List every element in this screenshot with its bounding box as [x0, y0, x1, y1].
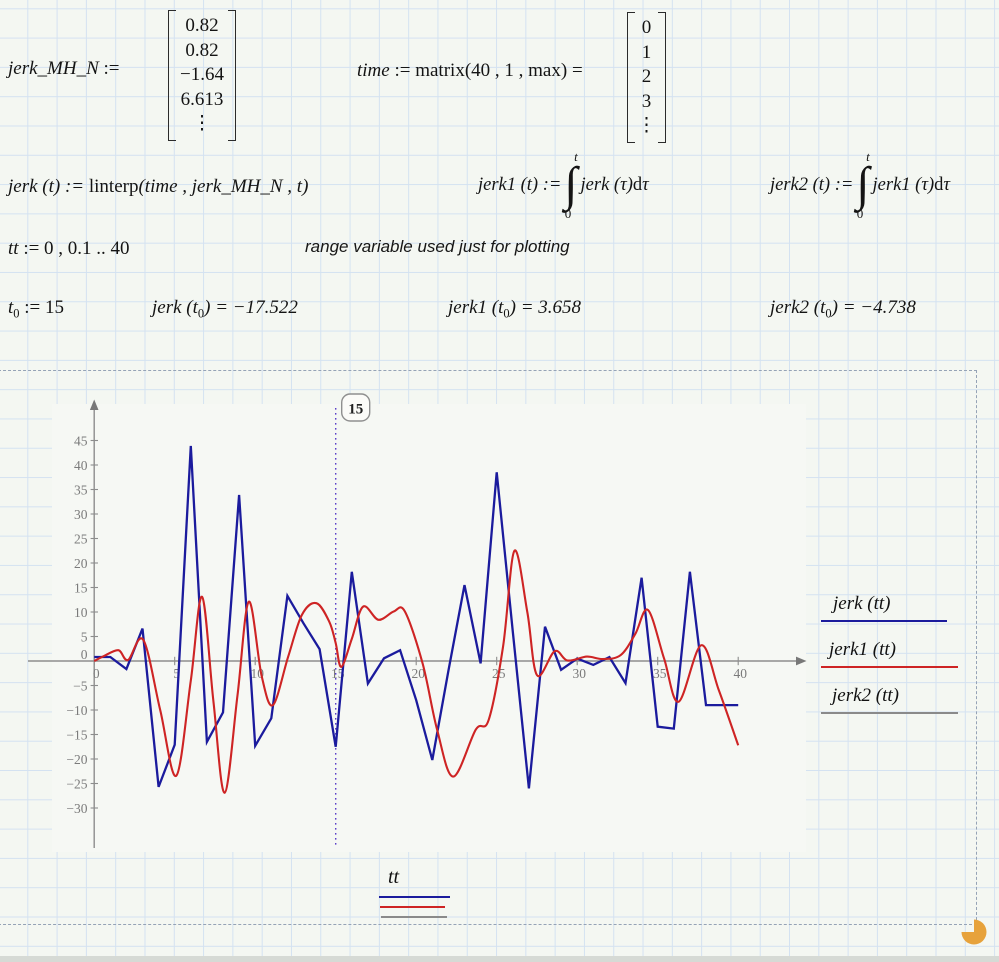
vector-jerk-mh-n[interactable]: 0.82 0.82 −1.64 6.613 ⋮ [168, 10, 236, 141]
trace-marker-value: 15 [348, 402, 363, 418]
x-tick-label: 35 [653, 666, 667, 681]
x-tick-label: 0 [93, 666, 100, 681]
text-comment[interactable]: range variable used just for plotting [305, 237, 570, 256]
legend-line-jerk[interactable] [821, 620, 947, 623]
y-tick-label: 35 [74, 482, 88, 497]
evaluation-jerk2-t0[interactable]: jerk2 (t0) = −4.738 [770, 297, 916, 321]
fn-max: max [528, 60, 561, 81]
y-tick-label: 10 [74, 605, 88, 620]
definition-jerk2-integral[interactable]: jerk2 (t) := t ∫ 0 jerk1 (τ) d τ [770, 149, 950, 221]
region-resize-corner-icon[interactable] [959, 916, 991, 948]
evaluation-jerk1-t0[interactable]: jerk1 (t0) = 3.658 [448, 297, 582, 321]
legend-entry-jerk1[interactable]: jerk1 (tt) [829, 639, 897, 660]
x-tick-label: 30 [572, 666, 586, 681]
legend-line-jerk1[interactable] [821, 666, 958, 669]
series-jerk-line[interactable] [94, 445, 739, 789]
y-axis-arrow-icon [89, 399, 99, 410]
definition-range-tt[interactable]: tt := 0 , 0.1 .. 40 [8, 238, 130, 259]
y-tick-label: 30 [74, 507, 88, 522]
integral-sign: t ∫ 0 [856, 149, 870, 221]
y-tick-label: 20 [74, 556, 88, 571]
x-axis-label-line-jerk1 [380, 906, 445, 909]
y-tick-label: 5 [81, 629, 88, 644]
x-axis-arrow-icon [796, 656, 807, 666]
trace-marker-badge[interactable] [341, 393, 371, 422]
var-jerk-mh-n: jerk_MH_N [8, 58, 99, 79]
x-tick-label: 40 [733, 666, 747, 681]
definition-jerk-vector-label[interactable]: jerk_MH_N := [8, 58, 120, 80]
definition-t0[interactable]: t0 := 15 [8, 297, 65, 321]
x-axis-label-line-jerk [379, 896, 450, 899]
y-tick-label: −15 [66, 727, 87, 742]
definition-jerk1-integral[interactable]: jerk1 (t) := t ∫ 0 jerk (τ) d τ [478, 149, 649, 221]
x-tick-label: 5 [173, 666, 180, 681]
y-tick-label: −20 [66, 752, 87, 767]
fn-linterp: linterp [88, 176, 139, 197]
x-tick-label: 20 [411, 666, 425, 681]
fn-matrix: matrix [415, 60, 465, 81]
y-tick-label: −30 [66, 801, 87, 816]
y-tick-label: 15 [74, 580, 88, 595]
var-time: time [357, 60, 390, 81]
assign-operator: := [98, 58, 120, 79]
definition-time[interactable]: time := matrix(40 , 1 , max) = [357, 60, 583, 81]
vector-time[interactable]: 0 1 2 3 ⋮ [627, 12, 666, 143]
y-tick-label: −5 [73, 678, 88, 693]
pac-man-icon [961, 919, 987, 945]
integral-glyph: ∫ [564, 158, 578, 211]
legend-line-jerk2[interactable] [821, 712, 958, 715]
y-tick-label: −10 [66, 703, 87, 718]
window-bottom-edge [0, 956, 999, 962]
plot-canvas[interactable] [52, 404, 806, 852]
y-tick-label: 25 [74, 531, 88, 546]
y-tick-label: 45 [74, 433, 88, 448]
legend-entry-jerk[interactable]: jerk (tt) [833, 593, 891, 614]
integral-glyph: ∫ [856, 158, 870, 211]
vector-values: 0.82 0.82 −1.64 6.613 ⋮ [180, 15, 224, 134]
evaluation-jerk-t0[interactable]: jerk (t0) = −17.522 [152, 297, 298, 321]
y-tick-label: 0 [81, 647, 88, 662]
definition-jerk-function[interactable]: jerk (t) := linterp(time , jerk_MH_N , t… [8, 176, 309, 197]
x-axis-label-tt[interactable]: tt [388, 866, 400, 888]
y-tick-label: 40 [74, 458, 88, 473]
x-axis-label-line-jerk2 [381, 916, 447, 919]
integral-sign: t ∫ 0 [564, 149, 578, 221]
y-tick-label: −25 [66, 776, 87, 791]
series-jerk1-curve[interactable] [93, 549, 740, 794]
vector-values: 0 1 2 3 ⋮ [637, 17, 656, 136]
legend-entry-jerk2[interactable]: jerk2 (tt) [832, 685, 900, 706]
